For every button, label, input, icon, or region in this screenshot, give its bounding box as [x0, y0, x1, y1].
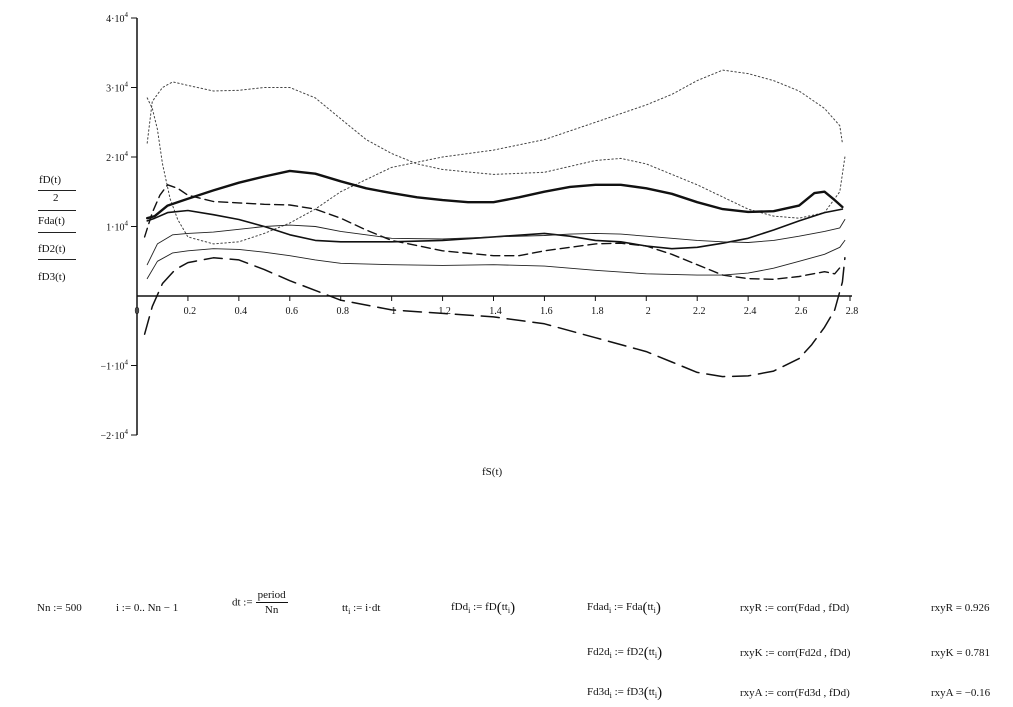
- eq-fd3d-lhs: Fd3d: [587, 686, 610, 698]
- eq-dt-numerator: period: [255, 589, 288, 603]
- eq-fdd-arg-sub: i: [507, 606, 511, 615]
- y-tick-mantissa-0: 4·10: [106, 14, 124, 25]
- y-label-fD2: fD2(t): [38, 243, 66, 255]
- y-label-fD: fD(t): [39, 174, 61, 186]
- x-tick-label-9: 1.8: [591, 306, 604, 317]
- y-tick-exponent-0: 4: [125, 11, 129, 19]
- eq-tt: tti := i·dt: [342, 603, 380, 616]
- eq-tt-lhs: tt: [342, 602, 349, 614]
- y-label-denominator: 2: [53, 192, 59, 204]
- y-label-Fda: Fda(t): [38, 215, 65, 227]
- y-tick-exponent-3: 4: [125, 220, 129, 228]
- y-label-divider-1: [38, 190, 76, 191]
- eq-fdad-rhs: := Fda: [613, 601, 643, 613]
- series-line-6: [146, 239, 846, 280]
- y-label-divider-3: [38, 232, 76, 233]
- eq-dt: dt := period Nn: [232, 590, 288, 616]
- y-tick-exponent-2: 4: [125, 150, 129, 158]
- eq-fdad-arg: tt: [647, 601, 654, 613]
- eq-fd2d: Fd2di := fD2(tti): [587, 645, 663, 661]
- eq-tt-sub: i: [348, 607, 351, 616]
- series-line-0: [146, 69, 843, 245]
- eq-rxyK-def: rxyK := corr(Fd2d , fDd): [740, 647, 851, 659]
- eq-rxyR-def: rxyR := corr(Fdad , fDd): [740, 602, 850, 614]
- eq-fd2d-arg-sub: i: [654, 651, 658, 660]
- x-tick-label-0: 0: [135, 306, 140, 317]
- eq-fd2d-arg: tt: [648, 646, 655, 658]
- y-tick-label-3: 1·104: [106, 220, 128, 234]
- eq-rxyA-def: rxyA := corr(Fd3d , fDd): [740, 687, 850, 699]
- eq-rxyA-val: rxyA = −0.16: [931, 687, 991, 699]
- eq-fdad-lhs: Fdad: [587, 601, 609, 613]
- y-tick-mantissa-2: 2·10: [106, 153, 124, 164]
- eq-fdd-lhs: fDd: [451, 601, 469, 613]
- y-tick-mantissa-1: 3·10: [106, 84, 124, 95]
- eq-dt-lhs: dt :=: [232, 596, 253, 609]
- y-tick-exponent-1: 4: [125, 81, 129, 89]
- y-tick-exponent-5: 4: [125, 428, 129, 436]
- x-tick-label-3: 0.6: [286, 306, 299, 317]
- y-label-divider-2: [38, 210, 76, 211]
- y-tick-exponent-4: 4: [125, 359, 129, 367]
- y-tick-label-2: 2·104: [106, 150, 128, 164]
- x-tick-label-1: 0.2: [184, 306, 197, 317]
- x-tick-label-7: 1.4: [489, 306, 502, 317]
- x-tick-label-5: 1: [391, 306, 396, 317]
- series-line-2: [146, 169, 844, 220]
- y-tick-mantissa-4: −1·10: [101, 362, 125, 373]
- eq-fdd-arg: tt: [501, 601, 508, 613]
- eq-dt-denominator: Nn: [264, 604, 279, 616]
- eq-fdad-arg-sub: i: [653, 606, 656, 615]
- eq-fdd: fDdi := fD(tti): [451, 600, 516, 616]
- x-axis-label: fS(t): [482, 466, 503, 478]
- x-tick-label-13: 2.6: [795, 306, 808, 317]
- eq-fdd-rhs: := fD: [473, 601, 497, 613]
- eq-fd3d-sub: i: [609, 691, 612, 700]
- eq-fd2d-sub: i: [609, 651, 612, 660]
- y-tick-label-0: 4·104: [106, 11, 128, 25]
- x-tick-label-11: 2.2: [693, 306, 706, 317]
- series-line-3: [146, 208, 844, 250]
- x-tick-label-4: 0.8: [336, 306, 349, 317]
- series-line-5: [146, 219, 846, 266]
- eq-fd3d: Fd3di := fD3(tti): [587, 685, 663, 701]
- x-tick-label-12: 2.4: [744, 306, 757, 317]
- x-tick-label-8: 1.6: [540, 306, 553, 317]
- y-tick-label-1: 3·104: [106, 81, 128, 95]
- eq-fd2d-lhs: Fd2d: [587, 646, 610, 658]
- y-label-fD3: fD3(t): [38, 271, 66, 283]
- eq-fd3d-arg: tt: [648, 686, 655, 698]
- eq-rxyK-val: rxyK = 0.781: [931, 647, 991, 659]
- y-tick-mantissa-3: 1·10: [106, 223, 124, 234]
- series-line-1: [146, 81, 846, 219]
- eq-fd3d-rhs: := fD3: [614, 686, 644, 698]
- axes: [131, 17, 852, 436]
- series-line-4: [143, 184, 844, 280]
- series-line-7: [143, 257, 846, 378]
- eq-fdad-sub: i: [609, 606, 612, 615]
- eq-fdad: Fdadi := Fda(tti): [587, 600, 661, 616]
- x-tick-label-2: 0.4: [235, 306, 248, 317]
- eq-fd2d-rhs: := fD2: [614, 646, 644, 658]
- eq-rxyR-val: rxyR = 0.926: [931, 602, 990, 614]
- series-group: [143, 69, 846, 378]
- y-tick-label-5: −2·104: [101, 428, 129, 442]
- x-tick-label-14: 2.8: [846, 306, 859, 317]
- y-tick-mantissa-5: −2·10: [101, 431, 125, 442]
- y-tick-label-4: −1·104: [101, 359, 129, 373]
- eq-nn: Nn := 500: [37, 602, 82, 614]
- x-tick-label-6: 1.2: [438, 306, 451, 317]
- eq-fdd-sub: i: [468, 606, 471, 615]
- y-label-divider-4: [38, 259, 76, 260]
- eq-fd3d-arg-sub: i: [654, 691, 658, 700]
- eq-range: i := 0.. Nn − 1: [116, 602, 179, 614]
- x-tick-label-10: 2: [646, 306, 651, 317]
- eq-dt-fraction: period Nn: [255, 589, 288, 616]
- eq-tt-rhs: := i·dt: [353, 602, 381, 614]
